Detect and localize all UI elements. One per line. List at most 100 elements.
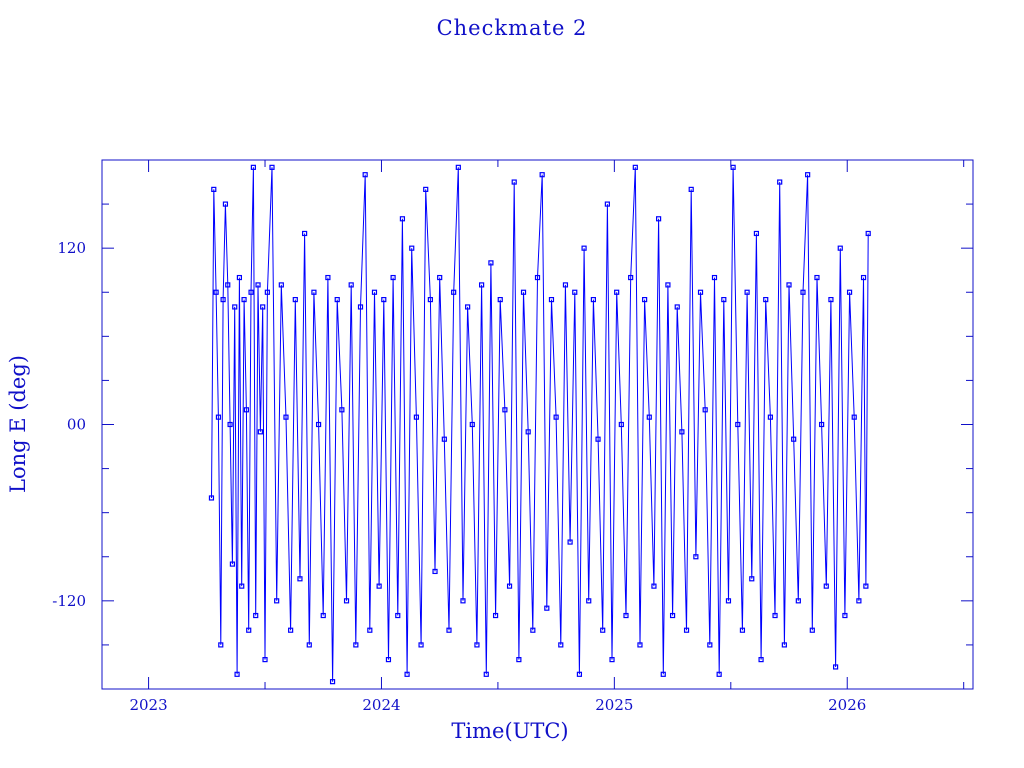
data-point [795, 598, 801, 604]
data-point [539, 172, 545, 178]
data-point [567, 539, 573, 545]
data-point [590, 296, 596, 303]
data-point [665, 282, 671, 288]
data-point [758, 657, 764, 663]
data-point [609, 657, 615, 663]
data-point [409, 245, 415, 251]
data-point [693, 554, 699, 560]
data-point [511, 179, 517, 185]
data-point [823, 583, 829, 589]
data-point [697, 289, 704, 295]
data-point [520, 289, 527, 295]
data-point [716, 671, 722, 677]
data-point [842, 612, 848, 619]
data-point [865, 230, 871, 237]
data-point [413, 414, 419, 420]
y-tick-label: 120 [57, 239, 86, 257]
data-point [311, 289, 317, 295]
x-tick-label: 2025 [595, 696, 633, 714]
data-point [269, 164, 275, 170]
data-point [488, 260, 494, 266]
data-point [385, 657, 392, 663]
data-point [744, 289, 750, 295]
y-tick-label: 00 [67, 416, 86, 434]
data-point [208, 495, 215, 501]
data-point [618, 421, 624, 428]
data-point [465, 304, 471, 310]
data-point [315, 421, 322, 428]
data-point [260, 304, 266, 310]
data-point [418, 642, 424, 648]
data-point [548, 296, 555, 303]
data-point [819, 421, 825, 428]
data-point [502, 407, 508, 413]
data-point [786, 282, 792, 288]
data-point [534, 274, 541, 281]
data-point [632, 164, 638, 170]
data-point [767, 414, 773, 420]
data-point [343, 598, 350, 604]
data-point [262, 657, 268, 663]
data-point [837, 245, 843, 251]
data-point [306, 642, 312, 648]
data-point [367, 627, 373, 633]
data-point [339, 407, 345, 413]
data-point [427, 296, 433, 303]
data-point [544, 605, 550, 611]
x-tick-label: 2023 [129, 696, 167, 714]
data-point [856, 598, 862, 604]
data-point [600, 627, 606, 633]
data-point [749, 576, 755, 582]
data-point [441, 436, 447, 442]
series-line [211, 167, 869, 682]
data-point [320, 612, 326, 619]
data-point [292, 296, 298, 303]
data-point [516, 657, 522, 663]
data-point [395, 612, 401, 619]
data-point [239, 583, 245, 589]
data-point [581, 245, 587, 251]
data-point [248, 289, 254, 295]
data-point [781, 642, 787, 648]
data-point [437, 274, 443, 281]
data-point [220, 296, 226, 303]
data-point [739, 627, 746, 633]
data-point [334, 296, 340, 303]
x-tick-label: 2024 [362, 696, 400, 714]
data-point [236, 274, 243, 281]
data-point [297, 576, 303, 582]
data-point [530, 627, 536, 633]
data-point [525, 429, 531, 435]
data-point [562, 282, 569, 288]
data-point [381, 296, 387, 303]
data-point [688, 186, 694, 192]
data-point [404, 671, 410, 677]
data-point [828, 296, 834, 303]
data-point [213, 289, 219, 295]
data-point [250, 164, 256, 170]
data-point [735, 421, 741, 428]
data-point [243, 407, 249, 413]
data-point [851, 414, 857, 420]
data-point [227, 421, 233, 428]
data-point [288, 627, 294, 633]
data-point [711, 274, 718, 281]
data-point [814, 274, 820, 281]
data-point [246, 627, 252, 633]
data-point [809, 627, 815, 633]
data-point [325, 274, 331, 281]
data-point [628, 274, 634, 281]
data-point [474, 642, 480, 648]
data-point [721, 296, 727, 303]
data-point [225, 282, 231, 288]
data-point [497, 296, 503, 303]
data-point [432, 568, 438, 575]
data-point [572, 289, 578, 295]
data-point [642, 296, 648, 303]
data-point [357, 304, 364, 310]
data-point [492, 612, 499, 619]
data-point [805, 172, 811, 178]
data-point [479, 282, 485, 288]
data-point [348, 282, 354, 288]
